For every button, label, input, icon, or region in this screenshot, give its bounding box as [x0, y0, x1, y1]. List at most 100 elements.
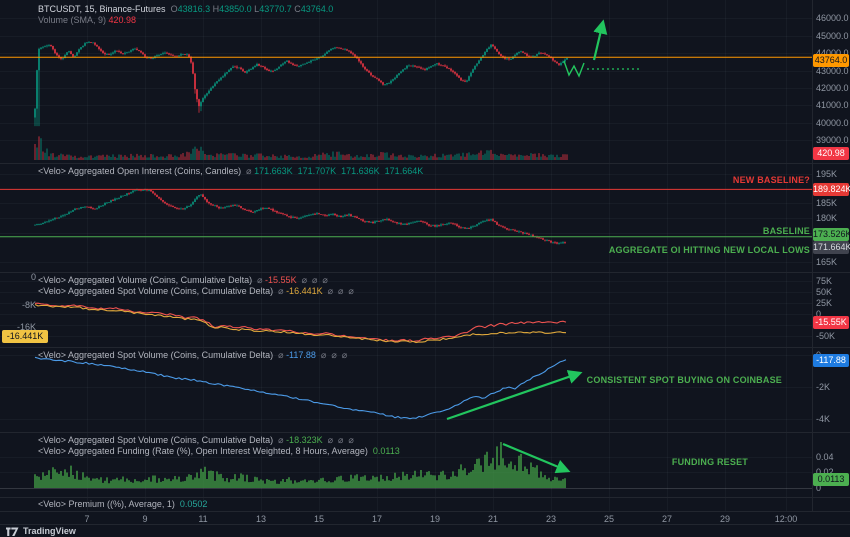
legend-symbol-row[interactable]: BTCUSDT, 15, Binance-Futures O43816.3 H 4…	[38, 4, 333, 14]
chart-canvas[interactable]	[0, 0, 850, 511]
axis-tick-cvd: 50K	[816, 287, 833, 297]
legend-spot-coinbase[interactable]: <Velo> Aggregated Spot Volume (Coins, Cu…	[38, 350, 347, 360]
axis-tick-price: 39000.0	[816, 135, 849, 145]
time-axis-label: 23	[545, 514, 556, 524]
legend-text: 171.663K 171.707K 171.636K 171.664K	[254, 166, 424, 176]
legend-spot-pane5[interactable]: <Velo> Aggregated Spot Volume (Coins, Cu…	[38, 435, 354, 445]
legend-text: ⌀ ⌀ ⌀	[296, 275, 328, 285]
legend-text: <Velo> Aggregated Spot Volume (Coins, Cu…	[38, 435, 279, 445]
axis-tick-funding: 0	[816, 483, 822, 493]
legend-text: <Velo> Aggregated Spot Volume (Coins, Cu…	[38, 286, 279, 296]
axis-tick-price: 45000.0	[816, 31, 849, 41]
legend-text: ⌀	[246, 166, 255, 176]
legend-cvd-spot[interactable]: <Velo> Aggregated Spot Volume (Coins, Cu…	[38, 286, 354, 296]
arrow-drawing-spot-trend[interactable]	[446, 370, 583, 421]
time-scale[interactable]: 7 9 11 13 15 17 19 21 23 25 27 29 12:00	[0, 511, 850, 525]
legend-open-interest[interactable]: <Velo> Aggregated Open Interest (Coins, …	[38, 166, 423, 176]
legend-text: -15.55K	[265, 275, 297, 285]
time-axis-label: 25	[603, 514, 614, 524]
legend-text: 43770.7	[259, 4, 295, 14]
axis-tick-cvd: 75K	[816, 276, 833, 286]
funding-badge: 0.0113	[813, 473, 849, 486]
annotation-funding-reset[interactable]: FUNDING RESET	[671, 457, 748, 467]
axis-tick-price: 40000.0	[816, 118, 849, 128]
arrow-drawing-breakout[interactable]	[592, 19, 608, 61]
axis-tick-price: 41000.0	[816, 100, 849, 110]
annotation-baseline[interactable]: BASELINE	[762, 226, 810, 236]
time-axis-label: 29	[719, 514, 730, 524]
left-axis-tick: -8K	[21, 300, 36, 310]
axis-tick-cvd: 0	[816, 309, 822, 319]
legend-cvd-aggregated[interactable]: <Velo> Aggregated Volume (Coins, Cumulat…	[38, 275, 328, 285]
axis-tick-price: 42000.0	[816, 83, 849, 93]
left-axis-tick: 0	[30, 272, 36, 282]
time-axis-label: 19	[429, 514, 440, 524]
cvd-spot-badge: -16.441K	[2, 330, 48, 343]
legend-text: ⌀ ⌀ ⌀	[315, 350, 348, 360]
legend-funding[interactable]: <Velo> Aggregated Funding (Rate (%), Ope…	[38, 446, 400, 456]
legend-text: 43816.3	[177, 4, 213, 14]
legend-premium[interactable]: <Velo> Premium ((%), Average, 1) 0.0502	[38, 499, 207, 509]
volume-bars-up	[36, 138, 560, 160]
axis-tick-oi: 185K	[816, 198, 838, 208]
legend-volume[interactable]: Volume (SMA, 9) 420.98	[38, 15, 136, 25]
series-aggregated-spot-volume-cvd	[34, 304, 567, 344]
legend-text: -18.323K	[286, 435, 323, 445]
axis-tick-price: 44000.0	[816, 48, 849, 58]
legend-text: <Velo> Aggregated Funding (Rate (%), Ope…	[38, 446, 373, 456]
last-price-badge: 43764.0	[813, 54, 849, 67]
legend-text: <Velo> Aggregated Volume (Coins, Cumulat…	[38, 275, 258, 285]
legend-text: H	[212, 4, 220, 14]
axis-tick-oi: 195K	[816, 169, 838, 179]
axis-tick-cvd: -50K	[816, 331, 836, 341]
cvd-agg-badge: -15.55K	[813, 316, 849, 329]
legend-text: O	[170, 4, 178, 14]
axis-tick-price: 46000.0	[816, 13, 849, 23]
axis-tick-spot_cb: -2K	[816, 382, 831, 392]
axis-tick-funding: 0.02	[816, 467, 834, 477]
tradingview-logo-icon[interactable]	[6, 526, 19, 537]
legend-text: 420.98	[108, 15, 137, 25]
legend-text: C	[294, 4, 301, 14]
w-pattern-drawing[interactable]	[563, 60, 585, 78]
time-axis-label: 17	[371, 514, 382, 524]
spot-coinbase-badge: -117.88	[813, 354, 849, 367]
legend-text: Volume (SMA, 9)	[38, 15, 109, 25]
legend-text: -16.441K	[286, 286, 323, 296]
time-axis-label: 15	[313, 514, 324, 524]
time-axis-label: 9	[142, 514, 148, 524]
legend-text: ⌀ ⌀ ⌀	[322, 286, 354, 296]
axis-tick-price: 43000.0	[816, 66, 849, 76]
pane-separators	[0, 0, 850, 511]
legend-text: L	[254, 4, 260, 14]
legend-text: -117.88	[286, 350, 316, 360]
time-axis-label: 12:00	[774, 514, 798, 524]
legend-text: ⌀	[278, 350, 287, 360]
legend-text: ⌀	[278, 435, 287, 445]
legend-text: <Velo> Premium ((%), Average, 1)	[38, 499, 180, 509]
price-scale-area[interactable]	[812, 0, 850, 511]
annotation-new-baseline[interactable]: NEW BASELINE?	[732, 175, 810, 185]
symbol-title: BTCUSDT, 15, Binance-Futures	[38, 4, 171, 14]
axis-tick-spot_cb: -4K	[816, 414, 831, 424]
arrow-drawing-funding[interactable]	[502, 442, 571, 474]
series-coinbase-spot-cvd	[34, 356, 567, 420]
legend-text: ⌀ ⌀ ⌀	[322, 435, 354, 445]
tradingview-brand[interactable]: TradingView	[23, 526, 76, 536]
legend-text: 43764.0	[300, 4, 334, 14]
time-axis-label: 7	[84, 514, 90, 524]
axis-tick-cvd: 25K	[816, 298, 833, 308]
volume-bars-down	[34, 136, 568, 160]
legend-text: ⌀	[257, 275, 266, 285]
annotation-spot-buying[interactable]: CONSISTENT SPOT BUYING ON COINBASE	[586, 375, 782, 385]
legend-text: 0.0113	[372, 446, 400, 456]
grid-lines	[0, 0, 812, 511]
axis-tick-funding: 0.04	[816, 452, 834, 462]
legend-text: <Velo> Aggregated Spot Volume (Coins, Cu…	[38, 350, 279, 360]
annotation-oi-local-lows[interactable]: AGGREGATE OI HITTING NEW LOCAL LOWS	[608, 245, 810, 255]
oi-current-badge: 171.664K	[813, 241, 850, 254]
time-axis-label: 13	[255, 514, 266, 524]
time-axis-label: 11	[198, 514, 208, 524]
